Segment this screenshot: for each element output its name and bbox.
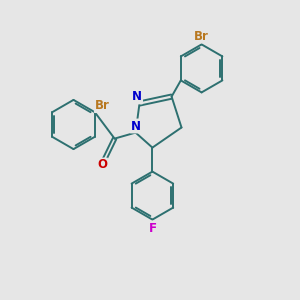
Text: N: N [132,90,142,104]
Text: N: N [130,119,141,133]
Text: O: O [97,158,107,172]
Text: F: F [148,221,156,235]
Text: Br: Br [95,99,110,112]
Text: Br: Br [194,29,209,43]
